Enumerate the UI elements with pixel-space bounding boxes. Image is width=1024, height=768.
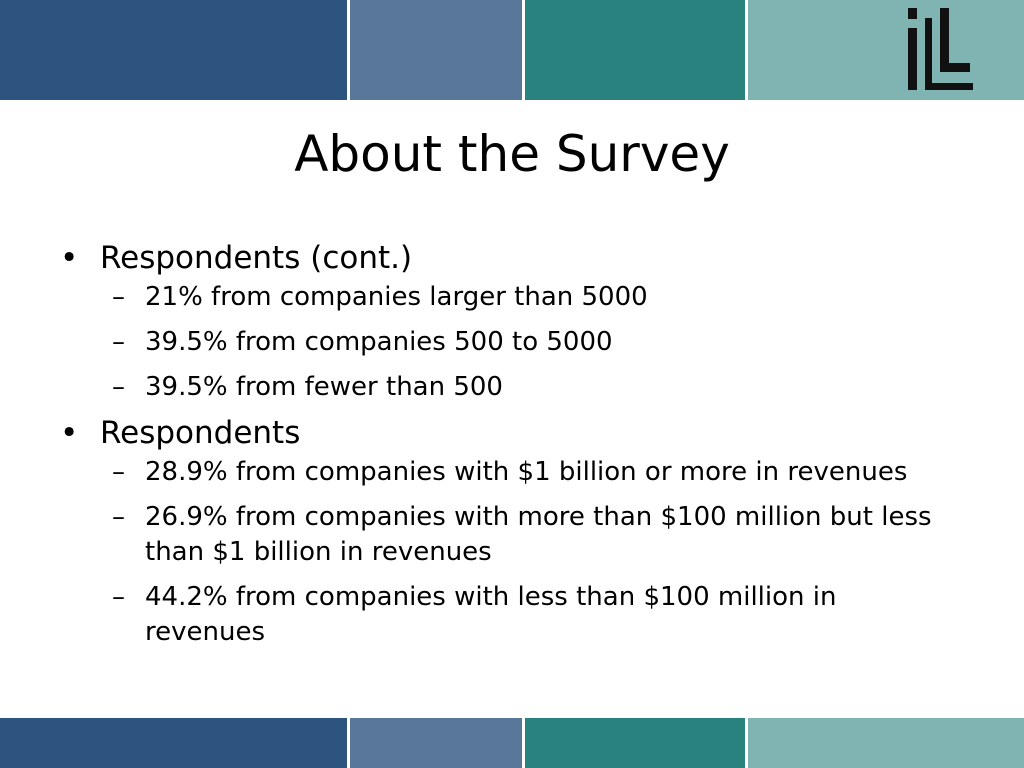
band-segment-slate-blue <box>350 718 522 768</box>
sub-bullet-text: 39.5% from fewer than 500 <box>145 372 503 402</box>
sub-bullet-text: 28.9% from companies with $1 billion or … <box>145 457 908 487</box>
bullet-marker: • <box>60 415 79 451</box>
band-segment-dark-blue <box>0 718 347 768</box>
band-segment-slate-blue <box>350 0 522 100</box>
bullet-text: Respondents <box>100 415 301 451</box>
band-segment-teal <box>525 0 745 100</box>
bullet-item: • Respondents (cont.) <box>60 236 960 280</box>
sub-bullet-text: 39.5% from companies 500 to 5000 <box>145 327 613 357</box>
band-segment-light-teal <box>748 718 1024 768</box>
slide-title: About the Survey <box>294 125 730 183</box>
sub-bullet-marker: – <box>112 502 125 532</box>
sub-bullet-marker: – <box>112 282 125 312</box>
sub-bullet-text: 26.9% from companies with more than $100… <box>145 502 932 567</box>
sub-bullet-marker: – <box>112 327 125 357</box>
sub-bullet-item: – 21% from companies larger than 5000 <box>60 280 960 315</box>
header-color-band <box>0 0 1024 100</box>
sub-bullet-text: 21% from companies larger than 5000 <box>145 282 648 312</box>
footer-color-band <box>0 718 1024 768</box>
sub-bullet-item: – 39.5% from fewer than 500 <box>60 370 960 405</box>
sub-bullet-marker: – <box>112 457 125 487</box>
sub-bullet-item: – 44.2% from companies with less than $1… <box>60 580 960 650</box>
sub-bullet-item: – 28.9% from companies with $1 billion o… <box>60 455 960 490</box>
sub-bullet-item: – 26.9% from companies with more than $1… <box>60 500 960 570</box>
bullet-marker: • <box>60 240 79 276</box>
band-segment-dark-blue <box>0 0 347 100</box>
band-segment-teal <box>525 718 745 768</box>
sub-bullet-item: – 39.5% from companies 500 to 5000 <box>60 325 960 360</box>
sub-bullet-text: 44.2% from companies with less than $100… <box>145 582 837 647</box>
bullet-item: • Respondents <box>60 411 960 455</box>
bullet-text: Respondents (cont.) <box>100 240 413 276</box>
sub-bullet-marker: – <box>112 582 125 612</box>
bullet-list: • Respondents (cont.) – 21% from compani… <box>60 236 960 650</box>
sub-bullet-marker: – <box>112 372 125 402</box>
band-segment-light-teal <box>748 0 1024 100</box>
ill-logo-icon <box>908 8 973 90</box>
